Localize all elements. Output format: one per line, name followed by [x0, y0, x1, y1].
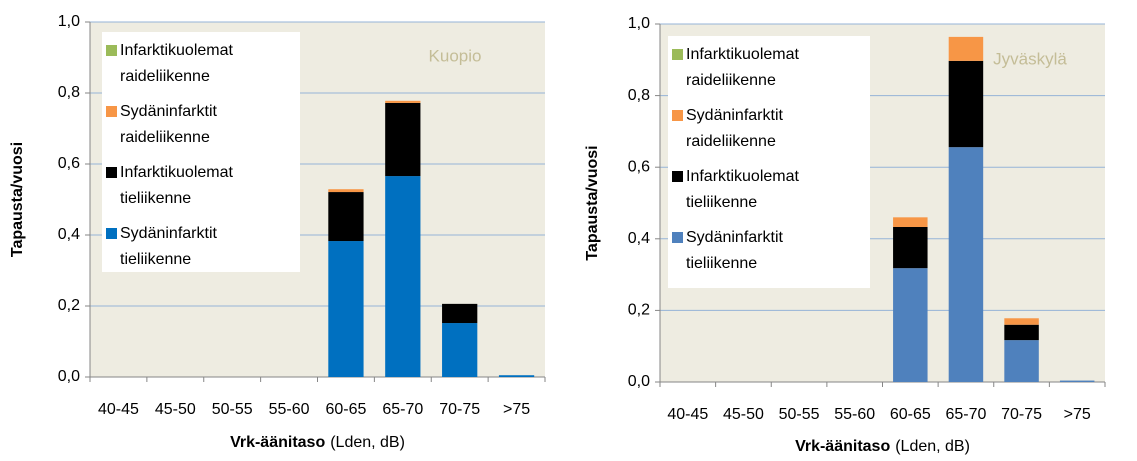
bar-segment: [1004, 340, 1039, 382]
legend-swatch: [106, 106, 117, 117]
x-tick-label: 50-55: [779, 406, 820, 423]
legend-label: Infarktikuolemat raideliikenne: [120, 42, 233, 85]
x-tick-label: 60-65: [325, 401, 366, 418]
x-axis-label: Vrk-äänitaso (Lden, dB): [230, 434, 405, 451]
x-axis-label-main: Vrk-äänitaso: [230, 434, 325, 451]
x-tick-label: 50-55: [212, 401, 253, 418]
x-tick-label: 55-60: [269, 401, 310, 418]
legend-item: Infarktikuolemat raideliikenne: [106, 38, 296, 90]
bar-segment: [893, 217, 928, 227]
x-tick-label: 70-75: [439, 401, 480, 418]
y-tick-label: 0,2: [58, 297, 80, 314]
y-tick-label: 0,6: [58, 155, 80, 172]
legend-label: Sydäninfarktit tieliikenne: [120, 225, 217, 268]
legend-label: Sydäninfarktit raideliikenne: [120, 103, 217, 146]
bar-segment: [948, 147, 984, 382]
legend: Infarktikuolemat raideliikenne Sydäninfar…: [668, 36, 870, 288]
x-tick-label: 40-45: [667, 406, 708, 423]
y-tick-label: 0,0: [628, 373, 650, 390]
x-tick-label: 45-50: [155, 401, 196, 418]
x-tick-label: 60-65: [890, 406, 931, 423]
y-tick-label: 0,4: [58, 226, 80, 243]
y-axis-label: Tapausta/vuosi: [584, 145, 601, 260]
legend-swatch: [106, 167, 117, 178]
legend-swatch: [106, 45, 117, 56]
legend-item: Infarktikuolemat tieliikenne: [106, 160, 296, 212]
x-tick-label: >75: [1064, 406, 1091, 423]
bar-segment: [1059, 380, 1095, 382]
y-tick-label: 0,8: [628, 87, 650, 104]
y-tick-label: 0,0: [58, 368, 80, 385]
legend-label: Sydäninfarktit tieliikenne: [686, 229, 783, 272]
bar-segment: [328, 189, 364, 193]
bar-segment: [948, 36, 984, 61]
legend: Infarktikuolemat raideliikenne Sydäninfar…: [102, 32, 300, 272]
x-tick-label: 40-45: [98, 401, 139, 418]
annotation: Kuopio: [429, 46, 482, 65]
bar-segment: [442, 323, 478, 377]
x-tick-label: 65-70: [382, 401, 423, 418]
bar-segment: [385, 102, 421, 177]
legend-label: Infarktikuolemat tieliikenne: [120, 164, 233, 207]
x-tick-label: 65-70: [945, 406, 986, 423]
y-tick-label: 0,4: [628, 230, 650, 247]
bar-segment: [328, 192, 364, 242]
y-axis-label: Tapausta/vuosi: [9, 142, 26, 257]
legend-item: Infarktikuolemat tieliikenne: [672, 164, 866, 216]
legend-swatch: [672, 110, 683, 121]
bar-segment: [1004, 324, 1039, 341]
y-tick-label: 0,2: [628, 302, 650, 319]
legend-label: Sydäninfarktit raideliikenne: [686, 107, 783, 150]
bar-segment: [442, 303, 478, 324]
x-axis-label-main: Vrk-äänitaso: [795, 438, 890, 455]
y-tick-label: 1,0: [628, 15, 650, 32]
bar-segment: [893, 226, 928, 269]
x-tick-label: >75: [503, 401, 530, 418]
legend-label: Infarktikuolemat raideliikenne: [686, 46, 799, 89]
legend-item: Infarktikuolemat raideliikenne: [672, 42, 866, 94]
y-tick-label: 1,0: [58, 13, 80, 30]
y-tick-label: 0,6: [628, 158, 650, 175]
bar-segment: [498, 375, 535, 377]
x-axis-label-unit: (Lden, dB): [895, 438, 970, 455]
legend-item: Sydäninfarktit raideliikenne: [672, 103, 866, 155]
bar-segment: [385, 100, 421, 103]
bar-segment: [328, 241, 364, 377]
x-tick-label: 70-75: [1001, 406, 1042, 423]
bar-segment: [948, 60, 984, 148]
legend-swatch: [672, 49, 683, 60]
x-tick-label: 55-60: [834, 406, 875, 423]
legend-item: Sydäninfarktit raideliikenne: [106, 99, 296, 151]
x-axis-label-unit: (Lden, dB): [330, 434, 405, 451]
legend-item: Sydäninfarktit tieliikenne: [672, 225, 866, 277]
legend-swatch: [106, 228, 117, 239]
legend-swatch: [672, 171, 683, 182]
bar-segment: [1004, 318, 1039, 325]
annotation: Jyväskylä: [993, 49, 1067, 68]
legend-label: Infarktikuolemat tieliikenne: [686, 168, 799, 211]
bar-segment: [893, 268, 928, 382]
x-axis-label: Vrk-äänitaso (Lden, dB): [795, 438, 970, 455]
bar-segment: [385, 176, 421, 377]
x-tick-label: 45-50: [723, 406, 764, 423]
legend-swatch: [672, 232, 683, 243]
y-tick-label: 0,8: [58, 84, 80, 101]
legend-item: Sydäninfarktit tieliikenne: [106, 221, 296, 273]
